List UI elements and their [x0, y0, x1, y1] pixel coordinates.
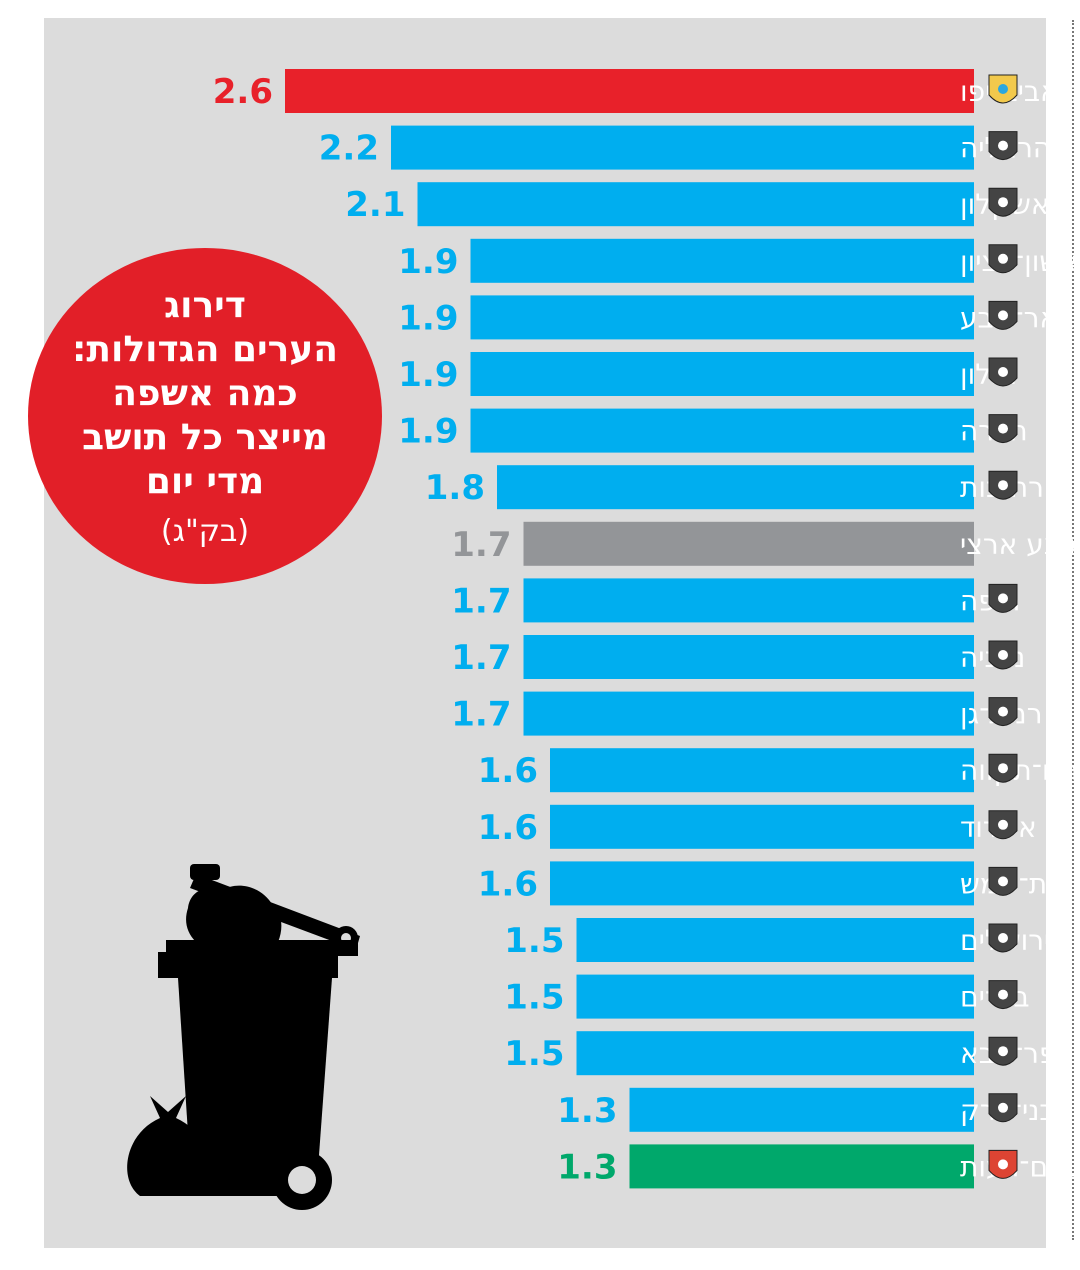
city-emblem-icon [988, 470, 1018, 500]
city-emblem-icon [988, 583, 1018, 613]
value-label: 1.9 [398, 412, 458, 452]
category-label: פתח־תקווה [960, 754, 1080, 787]
bar-8 [497, 465, 974, 510]
city-emblem-icon [988, 1036, 1018, 1066]
bar-15 [550, 861, 974, 906]
value-label: 1.9 [398, 242, 458, 282]
city-emblem-icon [988, 753, 1018, 783]
value-label: 1.7 [451, 525, 511, 565]
bar-9 [523, 521, 974, 566]
value-label: 1.7 [451, 638, 511, 678]
city-emblem-icon [988, 697, 1018, 727]
value-label: 1.9 [398, 355, 458, 395]
unit-label: (בק"ג) [160, 513, 250, 549]
value-label: 1.6 [478, 808, 538, 848]
bar-1 [285, 69, 974, 113]
value-label: 1.3 [557, 1147, 617, 1187]
bar-11 [523, 635, 974, 679]
bar-13 [550, 748, 974, 793]
headline-line-3: כמה אשפה [112, 372, 298, 414]
category-label: מודיעין־מכבים־רעות [960, 1150, 1080, 1183]
city-emblem-icon [988, 1149, 1018, 1179]
trash-bin-icon [158, 864, 360, 1210]
garbage-bag-icon [127, 1096, 210, 1196]
city-emblem-icon [988, 357, 1018, 387]
city-emblem-icon [988, 131, 1018, 161]
headline-badge: דירוג הערים הגדולות: כמה אשפה מייצר כל ת… [28, 248, 382, 584]
bar-18 [576, 1031, 974, 1076]
city-emblem-icon [988, 980, 1018, 1010]
headline-line-2: הערים הגדולות: [71, 328, 339, 370]
headline-line-4: מייצר כל תושב [82, 416, 328, 458]
value-label: 1.7 [451, 581, 511, 621]
bar-20 [629, 1144, 974, 1189]
value-label: 1.7 [451, 695, 511, 735]
bar-14 [550, 804, 974, 849]
value-label: 1.6 [478, 864, 538, 904]
headline-line-1: דירוג [164, 284, 246, 326]
city-emblem-icon [988, 300, 1018, 330]
bar-19 [629, 1087, 974, 1132]
category-label: ממוצע ארצי [960, 528, 1080, 561]
bar-6 [470, 352, 974, 396]
dotted-divider [1072, 20, 1074, 1240]
value-label: 1.5 [504, 1034, 564, 1074]
bar-2 [391, 125, 974, 170]
city-emblem-icon [988, 1093, 1018, 1123]
bar-17 [576, 974, 974, 1019]
city-emblem-icon [988, 866, 1018, 896]
city-emblem-icon [988, 923, 1018, 953]
value-label: 1.9 [398, 298, 458, 338]
bar-5 [470, 295, 974, 340]
value-label: 2.2 [319, 129, 379, 169]
city-emblem-icon [988, 74, 1018, 104]
value-label: 1.5 [504, 921, 564, 961]
value-label: 1.5 [504, 978, 564, 1018]
bar-16 [576, 918, 974, 962]
bar-10 [523, 578, 974, 623]
bar-7 [470, 408, 974, 453]
category-label: ראשון־לציון [960, 245, 1080, 278]
value-label: 1.3 [557, 1091, 617, 1131]
city-emblem-icon [988, 414, 1018, 444]
city-emblem-icon [988, 244, 1018, 274]
value-label: 1.8 [425, 468, 485, 508]
value-label: 1.6 [478, 751, 538, 791]
category-label: תל אביב־יפו [960, 75, 1080, 108]
bar-12 [523, 691, 974, 736]
city-emblem-icon [988, 640, 1018, 670]
value-label: 2.1 [345, 185, 405, 225]
city-emblem-icon [988, 810, 1018, 840]
bar-3 [417, 182, 974, 227]
bar-4 [470, 238, 974, 283]
city-emblem-icon [988, 187, 1018, 217]
value-label: 2.6 [213, 72, 273, 112]
headline-line-5: מדי יום [145, 460, 265, 502]
